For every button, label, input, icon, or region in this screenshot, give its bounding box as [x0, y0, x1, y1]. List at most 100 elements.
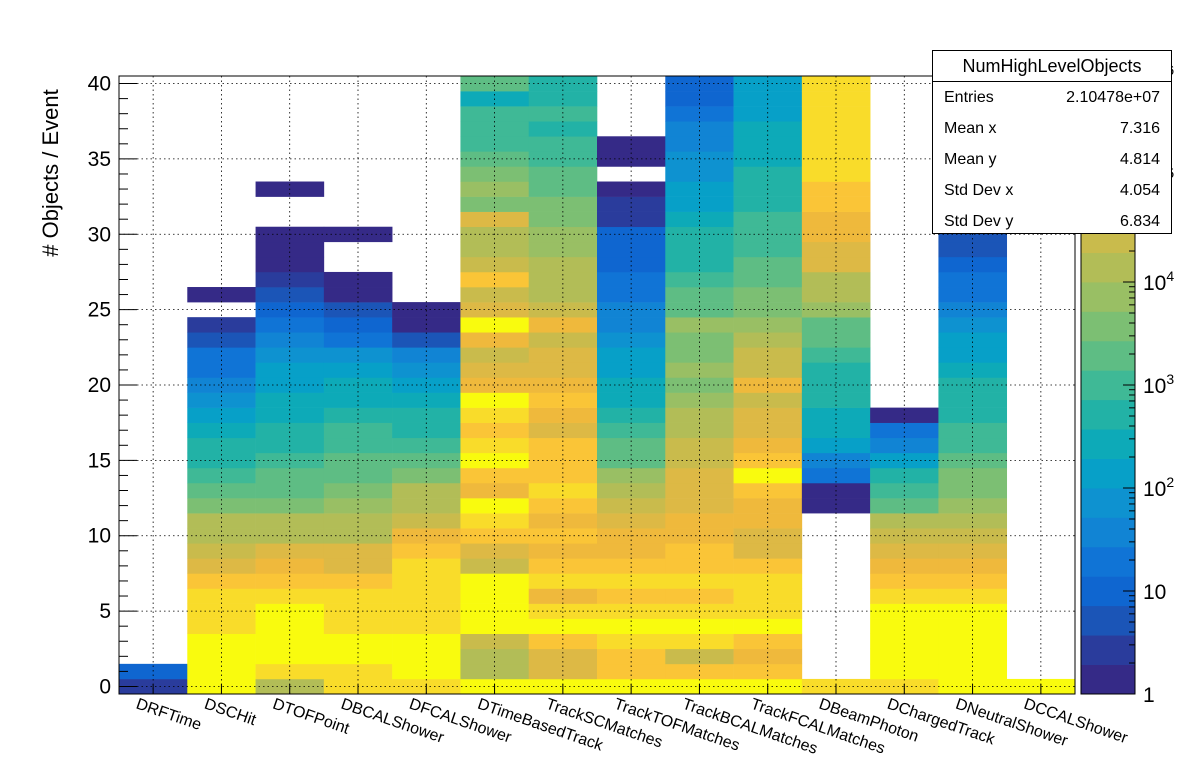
palette-tick-label: 1 — [1143, 684, 1155, 707]
stats-value: 6.834 — [1119, 213, 1160, 230]
heatmap-cell — [187, 648, 256, 665]
heatmap-cell — [801, 76, 871, 92]
palette-swatch — [1081, 635, 1135, 665]
y-tick-label: 10 — [88, 525, 111, 548]
heatmap-cell — [733, 196, 803, 212]
heatmap-cell — [528, 332, 598, 348]
heatmap-cell — [801, 287, 871, 303]
heatmap-cell — [801, 498, 871, 514]
heatmap-cell — [597, 332, 666, 348]
heatmap-cell — [187, 663, 256, 680]
heatmap-cell — [323, 648, 393, 665]
heatmap-cell — [597, 287, 666, 303]
heatmap-cell — [870, 498, 939, 514]
heatmap-cell — [870, 513, 939, 529]
heatmap-cell — [528, 211, 598, 228]
heatmap-cell — [597, 633, 666, 650]
heatmap-cell — [938, 332, 1008, 348]
heatmap-cell — [938, 422, 1008, 439]
stats-label: Mean x — [944, 120, 997, 137]
grid-lines — [119, 76, 1075, 694]
heatmap-cell — [938, 648, 1008, 665]
y-tick-label: 25 — [88, 299, 111, 322]
heatmap-cell — [597, 648, 666, 665]
heatmap-cell — [801, 407, 871, 423]
y-tick-label: 40 — [88, 73, 111, 96]
palette-tick-label: 102 — [1143, 474, 1174, 501]
palette-swatch — [1081, 252, 1135, 283]
heatmap-cell — [460, 663, 530, 680]
heatmap-cell — [938, 302, 1008, 318]
heatmap-cell — [323, 588, 393, 604]
heatmap-cell — [597, 377, 666, 393]
heatmap-cell — [597, 558, 666, 574]
heatmap-cell — [323, 543, 393, 559]
heatmap-cell — [187, 377, 256, 393]
heatmap-cell — [392, 663, 461, 680]
heatmap-cell — [255, 407, 325, 423]
heatmap-cell — [119, 663, 188, 680]
heatmap-cell — [801, 151, 871, 167]
palette-swatch — [1081, 399, 1135, 430]
heatmap-cell — [870, 633, 939, 650]
heatmap-cell — [187, 407, 256, 423]
y-tick-label: 35 — [88, 148, 111, 171]
heatmap-cell — [733, 663, 803, 680]
heatmap-cell — [870, 452, 939, 469]
heatmap-cell — [938, 362, 1008, 378]
heatmap-cell — [460, 588, 530, 604]
palette-swatch — [1081, 605, 1135, 636]
y-tick-label: 20 — [88, 374, 111, 397]
heatmap-cell — [801, 452, 871, 469]
heatmap-cell — [870, 648, 939, 665]
heatmap-cell — [938, 558, 1008, 574]
heatmap-cell — [255, 377, 325, 393]
heatmap-cell — [801, 362, 871, 378]
heatmap-cell — [733, 588, 803, 604]
heatmap-cell — [870, 558, 939, 574]
palette-swatch — [1081, 517, 1135, 548]
heatmap-cell — [392, 648, 461, 665]
heatmap-cell — [665, 543, 734, 559]
heatmap-cell — [665, 588, 734, 604]
heatmap-cell — [870, 407, 939, 423]
heatmap-cell — [323, 558, 393, 574]
heatmap-cell — [460, 648, 530, 665]
heatmap-cell — [665, 332, 734, 348]
heatmap-cell — [255, 648, 325, 665]
heatmap-cell — [733, 422, 803, 439]
heatmap-cell — [665, 256, 734, 273]
heatmap-cell — [665, 166, 734, 182]
heatmap-cell — [801, 256, 871, 273]
heatmap-cell — [392, 422, 461, 439]
heatmap-cell — [255, 256, 325, 273]
heatmap-cell — [801, 121, 871, 137]
heatmap-cell — [460, 166, 530, 182]
heatmap-cell — [665, 407, 734, 423]
heatmap-cell — [801, 166, 871, 182]
heatmap-cell — [460, 498, 530, 514]
palette-tick-label: 103 — [1143, 371, 1174, 398]
heatmap-cell — [255, 422, 325, 439]
stats-label: Mean y — [944, 151, 997, 168]
heatmap-cell — [938, 256, 1008, 273]
stats-row: Mean y 4.814 — [933, 144, 1171, 175]
heatmap-cell — [392, 588, 461, 604]
heatmap-cell — [528, 302, 598, 318]
heatmap-cell — [528, 166, 598, 182]
heatmap-cell — [801, 302, 871, 318]
heatmap-cell — [255, 287, 325, 303]
x-tick-label: DTOFPoint — [270, 696, 351, 738]
heatmap-cell — [938, 377, 1008, 393]
heatmap-cell — [938, 287, 1008, 303]
heatmap-cell — [323, 663, 393, 680]
heatmap-cell — [733, 121, 803, 137]
heatmap-cell — [665, 106, 734, 122]
heatmap-cell — [733, 287, 803, 303]
heatmap-cell — [460, 407, 530, 423]
y-tick-label: 5 — [99, 600, 111, 623]
heatmap-cell — [665, 422, 734, 439]
heatmap-cell — [187, 543, 256, 559]
palette-swatch — [1081, 546, 1135, 577]
heatmap-cell — [323, 362, 393, 378]
